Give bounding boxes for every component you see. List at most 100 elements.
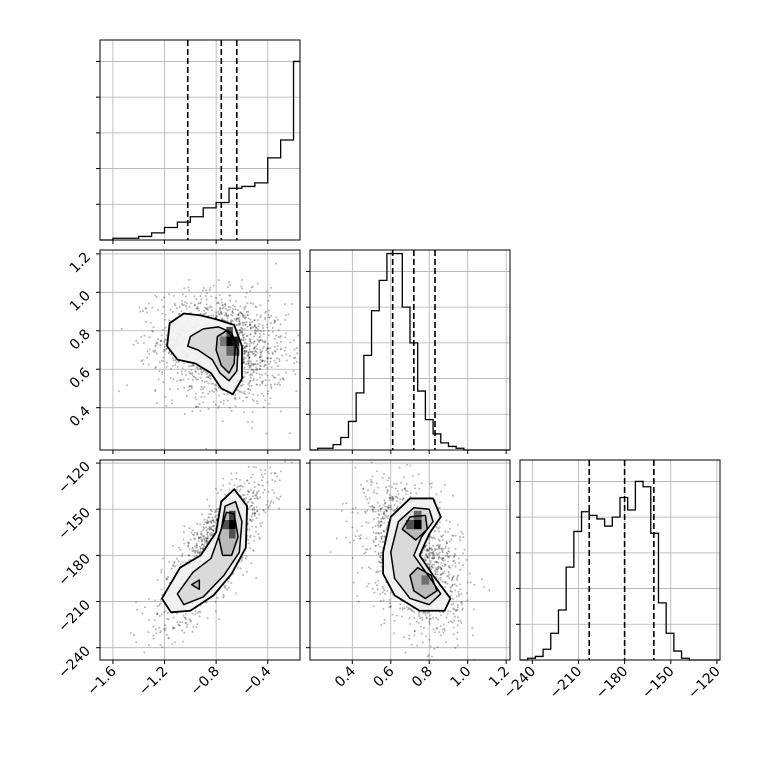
y-tick-label: −240 bbox=[55, 643, 94, 682]
sample-point bbox=[139, 310, 142, 313]
sample-point bbox=[456, 624, 459, 627]
sample-point bbox=[204, 295, 207, 298]
sample-point bbox=[399, 498, 402, 501]
sample-point bbox=[242, 574, 245, 577]
sample-point bbox=[222, 596, 225, 599]
sample-point bbox=[384, 502, 387, 505]
sample-point bbox=[377, 486, 380, 489]
sample-point bbox=[252, 363, 255, 366]
sample-point bbox=[264, 310, 267, 313]
sample-point bbox=[451, 590, 454, 593]
sample-point bbox=[143, 664, 145, 666]
sample-point bbox=[319, 324, 321, 326]
sample-point bbox=[157, 338, 160, 341]
sample-point bbox=[425, 549, 428, 552]
sample-point bbox=[369, 547, 372, 550]
sample-point bbox=[249, 340, 252, 343]
sample-point bbox=[440, 614, 443, 617]
sample-point bbox=[267, 299, 270, 302]
sample-point bbox=[195, 626, 198, 629]
sample-point bbox=[239, 328, 242, 331]
sample-point bbox=[452, 576, 455, 579]
sample-point bbox=[252, 492, 255, 495]
sample-point bbox=[197, 405, 200, 408]
sample-point bbox=[376, 501, 379, 504]
sample-point bbox=[193, 531, 196, 534]
sample-point bbox=[208, 528, 211, 531]
sample-point bbox=[428, 547, 431, 550]
sample-point bbox=[246, 325, 249, 328]
sample-point bbox=[295, 360, 298, 363]
sample-point bbox=[376, 570, 379, 573]
sample-point bbox=[181, 552, 184, 555]
sample-point bbox=[243, 316, 246, 319]
sample-point bbox=[356, 571, 359, 574]
sample-point bbox=[193, 545, 196, 548]
sample-point bbox=[453, 556, 456, 559]
sample-point bbox=[376, 492, 379, 495]
sample-point bbox=[417, 613, 420, 616]
sample-point bbox=[154, 599, 157, 602]
sample-point bbox=[235, 318, 238, 321]
sample-point bbox=[448, 577, 451, 580]
sample-point bbox=[264, 318, 267, 321]
sample-point bbox=[453, 583, 456, 586]
sample-point bbox=[402, 476, 405, 479]
sample-point bbox=[384, 592, 387, 595]
sample-point bbox=[276, 348, 279, 351]
sample-point bbox=[257, 329, 260, 332]
sample-point bbox=[455, 609, 458, 612]
sample-point bbox=[255, 366, 258, 369]
sample-point bbox=[440, 558, 443, 561]
sample-point bbox=[165, 361, 168, 364]
sample-point bbox=[430, 557, 433, 560]
sample-point bbox=[379, 507, 382, 510]
sample-point bbox=[274, 383, 277, 386]
sample-point bbox=[180, 370, 183, 373]
sample-point bbox=[199, 523, 202, 526]
sample-point bbox=[375, 571, 378, 574]
sample-point bbox=[426, 562, 429, 565]
sample-point bbox=[223, 493, 226, 496]
sample-point bbox=[180, 302, 183, 305]
sample-point bbox=[420, 632, 423, 635]
sample-point bbox=[471, 634, 474, 637]
sample-point bbox=[429, 614, 432, 617]
sample-point bbox=[242, 362, 245, 365]
sample-point bbox=[218, 293, 221, 296]
sample-point bbox=[196, 365, 199, 368]
histogram-panel-3 bbox=[516, 459, 721, 664]
sample-point bbox=[191, 371, 194, 374]
sample-point bbox=[383, 512, 386, 515]
sample-point bbox=[247, 317, 250, 320]
sample-point bbox=[249, 365, 252, 368]
sample-point bbox=[221, 304, 224, 307]
sample-point bbox=[188, 385, 191, 388]
sample-point bbox=[171, 402, 174, 405]
sample-point bbox=[148, 619, 151, 622]
sample-point bbox=[446, 552, 449, 555]
sample-point bbox=[141, 612, 144, 615]
sample-point bbox=[434, 530, 437, 533]
sample-point bbox=[251, 473, 254, 476]
sample-point bbox=[259, 356, 262, 359]
sample-point bbox=[249, 489, 252, 492]
sample-point bbox=[388, 506, 391, 509]
sample-point bbox=[409, 623, 412, 626]
sample-point bbox=[209, 534, 212, 537]
sample-point bbox=[437, 545, 440, 548]
sample-point bbox=[441, 557, 444, 560]
sample-point bbox=[247, 310, 250, 313]
sample-point bbox=[446, 554, 449, 557]
sample-point bbox=[242, 315, 245, 318]
sample-point bbox=[199, 409, 202, 412]
sample-point bbox=[426, 655, 429, 658]
sample-point bbox=[374, 544, 377, 547]
sample-point bbox=[212, 520, 215, 523]
sample-point bbox=[195, 366, 198, 369]
sample-point bbox=[438, 530, 441, 533]
density-cell bbox=[232, 346, 240, 356]
sample-point bbox=[200, 530, 203, 533]
sample-point bbox=[197, 537, 200, 540]
